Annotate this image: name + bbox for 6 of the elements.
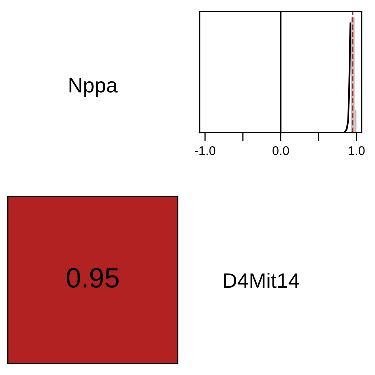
x-tick-label: Nppa: [70, 78, 118, 97]
x-tick-label: 0.0: [272, 146, 290, 156]
x-tick-label: -1.0: [195, 146, 216, 156]
data-label: 0.95: [67, 268, 119, 288]
y-tick-label: D4Mit14: [224, 272, 300, 288]
x-tick-label: 1.0: [348, 146, 365, 156]
